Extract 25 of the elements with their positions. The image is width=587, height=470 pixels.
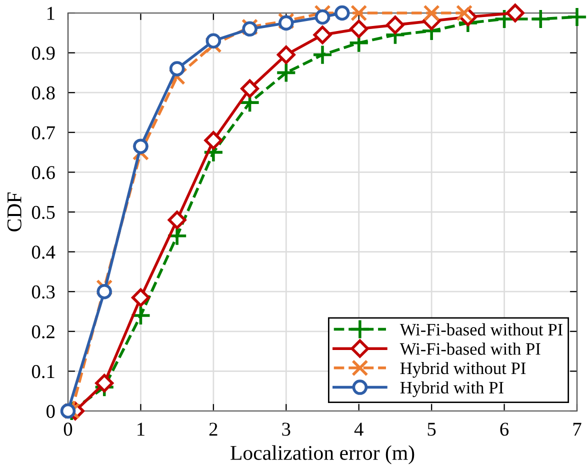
y-tick-label: 0.7 [32, 126, 55, 140]
y-axis-title: CDF [7, 192, 22, 232]
y-tick-label: 0.6 [32, 166, 55, 180]
y-tick-label: 0.1 [32, 365, 54, 378]
y-tick-label: 0.3 [32, 285, 55, 299]
y-tick-label: 0 [46, 404, 55, 418]
legend-label: Hybrid without PI [400, 362, 526, 378]
x-tick-label: 0 [64, 422, 72, 436]
y-tick-label: 0.8 [32, 86, 55, 100]
legend-label: Wi-Fi-based without PI [400, 323, 562, 336]
y-tick-label: 0.2 [32, 325, 54, 338]
y-tick-label: 1 [47, 6, 54, 20]
x-tick-label: 4 [354, 422, 364, 436]
legend-label: Wi-Fi-based with PI [400, 342, 540, 355]
x-tick-label: 1 [138, 422, 144, 436]
x-axis-title: Localization error (m) [230, 445, 414, 464]
x-tick-label: 6 [500, 422, 509, 436]
y-tick-label: 0.5 [32, 206, 55, 220]
y-tick-label: 0.4 [32, 246, 56, 259]
y-tick-label: 0.9 [32, 46, 55, 60]
x-tick-label: 5 [428, 422, 436, 436]
x-tick-label: 2 [209, 422, 218, 436]
x-tick-label: 7 [573, 422, 582, 436]
x-tick-label: 3 [282, 422, 290, 436]
legend-label: Hybrid with PI [400, 381, 504, 398]
